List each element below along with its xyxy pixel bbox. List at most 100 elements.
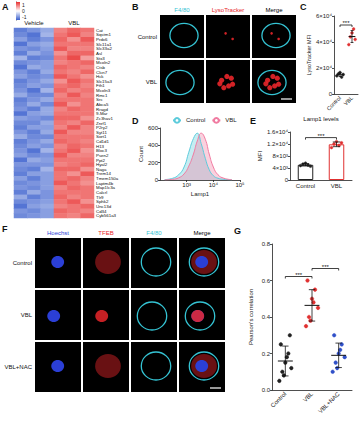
svg-text:P2ry2: P2ry2 [96, 125, 108, 131]
svg-text:Control: Control [270, 391, 288, 409]
svg-text:Mcoln2: Mcoln2 [96, 60, 111, 66]
svg-text:VBL: VBL [146, 79, 158, 85]
svg-text:Src: Src [96, 97, 103, 103]
svg-text:9-Mar: 9-Mar [96, 111, 108, 117]
svg-text:10⁵: 10⁵ [235, 182, 245, 188]
svg-text:Cd34: Cd34 [96, 208, 107, 214]
svg-text:Bloc3: Bloc3 [96, 148, 107, 154]
svg-text:Psen2: Psen2 [96, 152, 109, 158]
svg-text:600: 600 [148, 125, 159, 131]
svg-text:***: *** [295, 272, 303, 278]
svg-text:0: 0 [155, 177, 159, 183]
svg-text:TFEB: TFEB [98, 230, 113, 236]
svg-text:Hck: Hck [96, 74, 104, 80]
svg-text:1: 1 [22, 2, 25, 8]
svg-text:VBL: VBL [302, 390, 315, 403]
svg-text:VBL+NAC: VBL+NAC [4, 364, 32, 370]
svg-text:Ctsb: Ctsb [96, 64, 105, 70]
svg-text:B: B [132, 2, 139, 12]
svg-text:Slc11a1: Slc11a1 [96, 41, 112, 47]
svg-text:VBL: VBL [343, 95, 355, 107]
svg-text:Lamp1 levels: Lamp1 levels [303, 116, 338, 122]
svg-text:Tlr9: Tlr9 [96, 194, 104, 200]
svg-text:F4/80: F4/80 [146, 230, 162, 236]
svg-text:F: F [2, 224, 8, 234]
svg-text:0: 0 [22, 8, 25, 14]
svg-text:A: A [2, 2, 9, 12]
svg-text:2×10⁴: 2×10⁴ [316, 65, 333, 71]
svg-text:LysoTracker: LysoTracker [212, 7, 245, 13]
svg-text:VBL: VBL [21, 312, 33, 318]
svg-text:F4/80: F4/80 [174, 7, 190, 13]
svg-text:Fth1: Fth1 [96, 83, 105, 89]
svg-text:Laptm4b: Laptm4b [96, 180, 114, 186]
svg-text:1.2×10⁴: 1.2×10⁴ [267, 141, 289, 147]
svg-text:Rmc1: Rmc1 [96, 92, 108, 98]
svg-text:Count: Count [138, 146, 144, 162]
svg-text:Slc33a2: Slc33a2 [96, 46, 112, 52]
svg-text:H13: H13 [96, 143, 105, 149]
svg-text:0.8: 0.8 [262, 241, 271, 247]
svg-text:400: 400 [148, 142, 159, 148]
svg-text:***: *** [317, 133, 325, 139]
svg-text:0.2: 0.2 [262, 351, 271, 357]
svg-text:10⁴: 10⁴ [209, 182, 219, 188]
svg-text:Lamp1: Lamp1 [191, 191, 210, 197]
svg-text:Cyb561a3: Cyb561a3 [96, 213, 117, 218]
svg-text:Hoechst: Hoechst [47, 230, 69, 236]
svg-text:Merge: Merge [265, 7, 283, 13]
svg-text:4×10³: 4×10³ [272, 165, 288, 171]
svg-text:Tmem150a: Tmem150a [96, 176, 119, 182]
svg-text:Znrf1: Znrf1 [96, 120, 107, 126]
svg-text:Trem14: Trem14 [96, 171, 111, 177]
svg-text:VBL: VBL [225, 117, 237, 123]
svg-text:VBL: VBL [331, 183, 343, 189]
svg-text:Sqstm1: Sqstm1 [96, 32, 111, 38]
svg-text:Prdx6: Prdx6 [96, 37, 108, 43]
svg-text:Pearson's correlation: Pearson's correlation [248, 289, 254, 345]
svg-text:C: C [300, 2, 307, 12]
svg-text:Naga: Naga [96, 166, 107, 172]
svg-text:Clcn7: Clcn7 [96, 69, 108, 75]
svg-text:Vehicle: Vehicle [24, 20, 44, 26]
svg-text:0.0: 0.0 [262, 387, 271, 393]
svg-text:***: *** [342, 20, 350, 26]
svg-text:E: E [250, 116, 256, 126]
svg-text:0: 0 [285, 177, 289, 183]
svg-text:8×10³: 8×10³ [272, 153, 288, 159]
svg-text:Sphk2: Sphk2 [96, 199, 109, 205]
svg-text:Merge: Merge [193, 230, 211, 236]
svg-text:Cat: Cat [96, 27, 103, 33]
svg-text:Hyal2: Hyal2 [96, 162, 108, 168]
svg-text:Slc15a3: Slc15a3 [96, 78, 112, 84]
svg-text:0.4: 0.4 [262, 314, 271, 320]
svg-text:***: *** [322, 264, 330, 270]
svg-text:0: 0 [329, 91, 333, 97]
svg-text:Syt11: Syt11 [96, 129, 107, 135]
svg-text:Stx3: Stx3 [96, 55, 105, 61]
svg-text:D: D [132, 116, 139, 126]
svg-text:1.6×10⁴: 1.6×10⁴ [267, 129, 289, 135]
svg-text:10³: 10³ [182, 182, 191, 188]
svg-text:LysoTracker MFI: LysoTracker MFI [306, 34, 312, 75]
svg-text:Control: Control [325, 95, 342, 112]
svg-text:MFI: MFI [257, 151, 263, 162]
svg-text:6×10⁴: 6×10⁴ [316, 13, 333, 19]
svg-text:Control: Control [138, 34, 157, 40]
svg-text:Control: Control [186, 117, 205, 123]
svg-text:200: 200 [148, 160, 159, 166]
svg-text:Zc3hav1: Zc3hav1 [96, 115, 113, 121]
svg-text:Mcoln3: Mcoln3 [96, 88, 111, 94]
svg-text:Sort1: Sort1 [96, 134, 107, 140]
svg-text:Map1lc3a: Map1lc3a [96, 185, 115, 191]
svg-text:Unc13d: Unc13d [96, 203, 112, 209]
svg-text:VBL: VBL [68, 20, 80, 26]
svg-text:Control: Control [13, 260, 32, 266]
svg-text:0.6: 0.6 [262, 278, 271, 284]
svg-text:4×10⁴: 4×10⁴ [316, 39, 333, 45]
svg-text:VBL+NAC: VBL+NAC [317, 390, 341, 414]
svg-text:Rragd: Rragd [96, 106, 108, 112]
svg-text:Ppt2: Ppt2 [96, 157, 105, 163]
svg-text:G: G [234, 226, 241, 236]
svg-text:Control: Control [296, 183, 315, 189]
